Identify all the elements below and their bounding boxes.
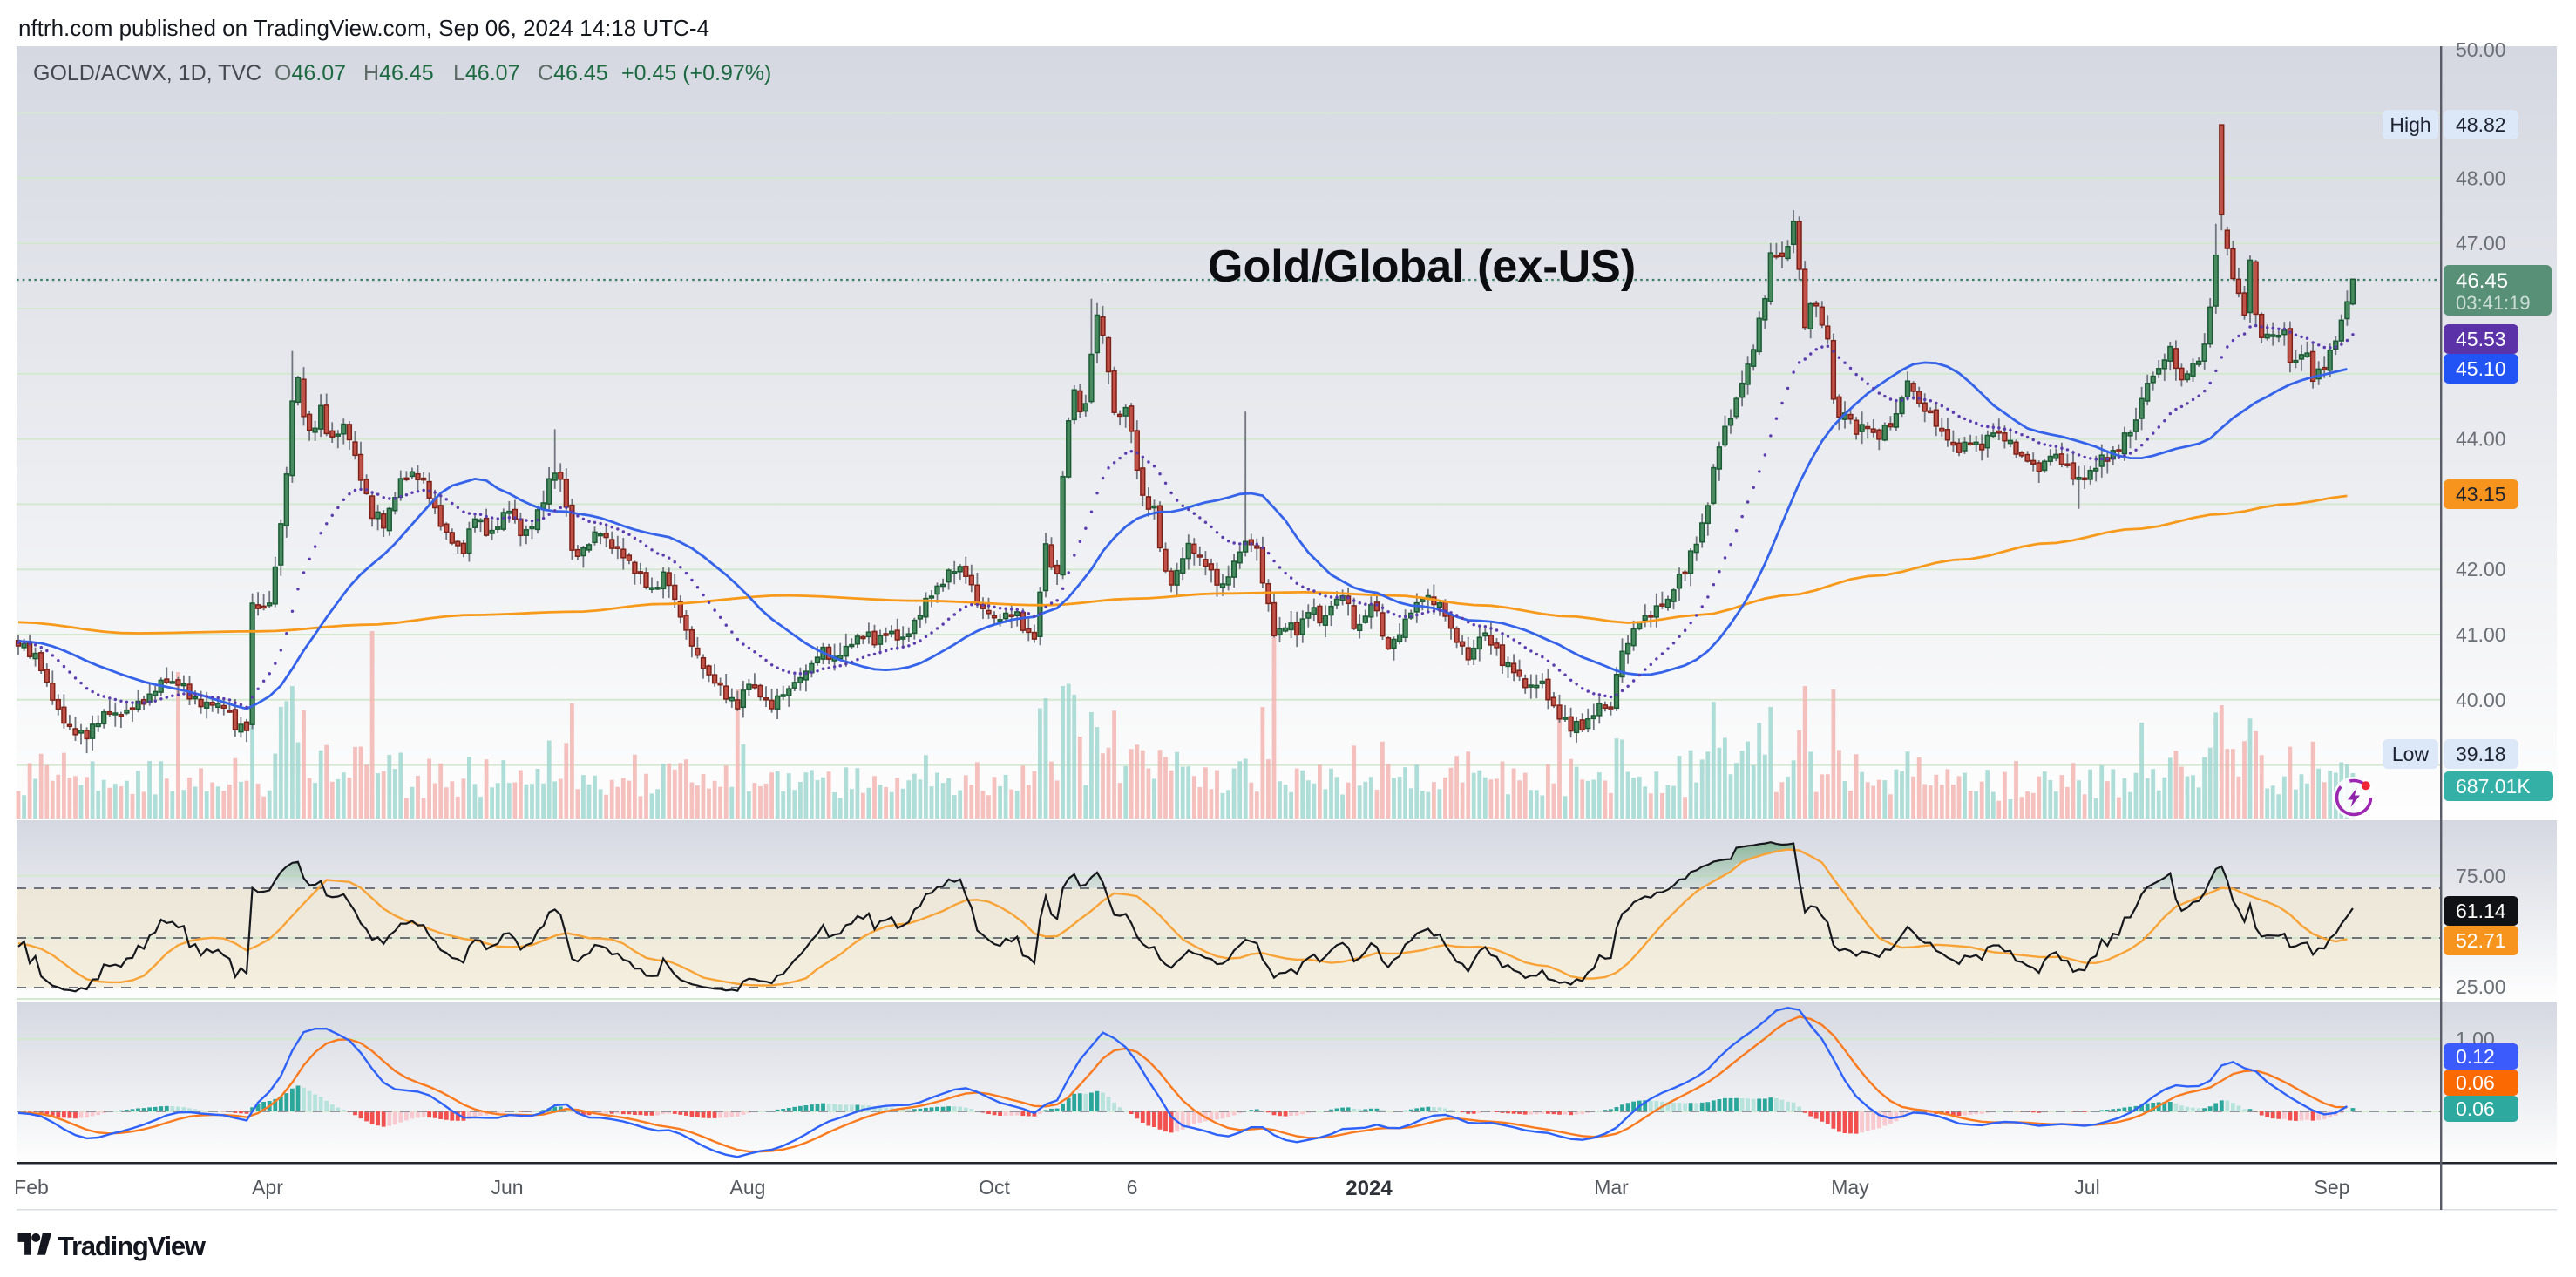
svg-text:52.71: 52.71 — [2456, 929, 2506, 952]
svg-text:03:41:19: 03:41:19 — [2456, 292, 2531, 314]
svg-text:25.00: 25.00 — [2456, 975, 2506, 998]
svg-text:O46.07: O46.07 — [275, 61, 346, 85]
svg-text:6: 6 — [1127, 1176, 1138, 1199]
svg-text:46.45: 46.45 — [2456, 269, 2508, 293]
svg-text:Sep: Sep — [2315, 1176, 2350, 1199]
svg-text:TradingView: TradingView — [58, 1231, 207, 1261]
svg-text:+0.45 (+0.97%): +0.45 (+0.97%) — [621, 61, 771, 85]
svg-text:H46.45: H46.45 — [363, 61, 434, 85]
svg-text:61.14: 61.14 — [2456, 900, 2506, 922]
svg-text:Jul: Jul — [2074, 1176, 2099, 1199]
svg-text:0.06: 0.06 — [2456, 1097, 2495, 1120]
svg-text:0.06: 0.06 — [2456, 1071, 2495, 1094]
svg-text:48.82: 48.82 — [2456, 113, 2506, 136]
svg-text:May: May — [1831, 1176, 1869, 1199]
svg-text:Jun: Jun — [491, 1176, 523, 1199]
svg-text:Mar: Mar — [1594, 1176, 1629, 1199]
svg-text:Aug: Aug — [730, 1176, 766, 1199]
svg-text:41.00: 41.00 — [2456, 623, 2506, 646]
svg-text:44.00: 44.00 — [2456, 428, 2506, 451]
svg-text:High: High — [2390, 113, 2430, 136]
svg-text:GOLD/ACWX, 1D, TVC: GOLD/ACWX, 1D, TVC — [33, 61, 261, 85]
svg-text:43.15: 43.15 — [2456, 483, 2506, 506]
svg-text:75.00: 75.00 — [2456, 865, 2506, 887]
svg-text:48.00: 48.00 — [2456, 166, 2506, 189]
svg-text:39.18: 39.18 — [2456, 743, 2506, 765]
svg-text:0.12: 0.12 — [2456, 1045, 2495, 1068]
svg-text:40.00: 40.00 — [2456, 689, 2506, 711]
svg-text:47.00: 47.00 — [2456, 232, 2506, 255]
svg-text:Oct: Oct — [979, 1176, 1010, 1199]
svg-text:L46.07: L46.07 — [453, 61, 519, 85]
svg-text:nftrh.com published on Trading: nftrh.com published on TradingView.com, … — [18, 15, 709, 41]
svg-text:2024: 2024 — [1346, 1177, 1393, 1200]
svg-text:C46.45: C46.45 — [538, 61, 608, 85]
svg-text:Gold/Global (ex-US): Gold/Global (ex-US) — [1208, 241, 1636, 292]
svg-text:45.10: 45.10 — [2456, 357, 2506, 380]
svg-text:45.53: 45.53 — [2456, 328, 2506, 350]
svg-text:Apr: Apr — [252, 1176, 283, 1199]
svg-text:50.00: 50.00 — [2456, 38, 2506, 61]
svg-text:42.00: 42.00 — [2456, 558, 2506, 581]
svg-text:Low: Low — [2392, 743, 2430, 765]
svg-text:Feb: Feb — [14, 1176, 49, 1199]
svg-text:687.01K: 687.01K — [2456, 775, 2531, 798]
